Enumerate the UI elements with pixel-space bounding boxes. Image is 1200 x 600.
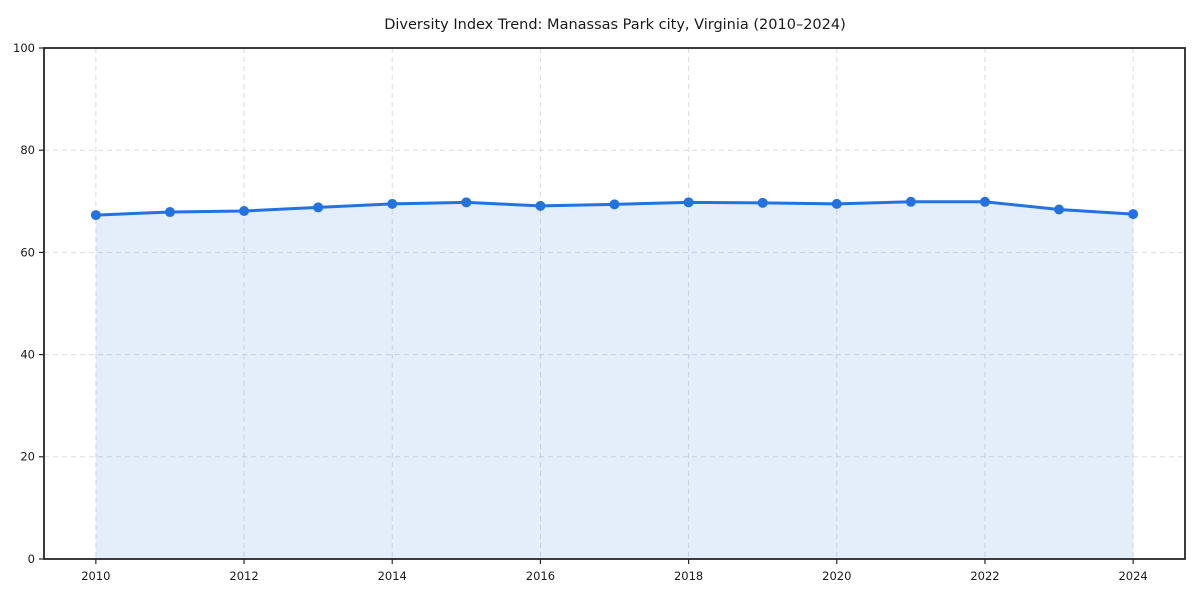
data-point-2012 <box>239 206 250 217</box>
data-point-2011 <box>164 207 175 218</box>
y-tick-label: 100 <box>13 41 35 55</box>
x-tick-label: 2012 <box>229 569 258 583</box>
data-point-2024 <box>1128 209 1139 220</box>
plot-border <box>43 47 1186 560</box>
data-point-2013 <box>313 202 324 213</box>
x-tick-label: 2022 <box>970 569 999 583</box>
x-tick-label: 2020 <box>822 569 851 583</box>
chart-title: Diversity Index Trend: Manassas Park cit… <box>384 17 846 33</box>
axes-layer: 0 20 40 60 80 100 2010 2012 2014 2016 2018 2020 2022… <box>13 41 1186 583</box>
data-point-2017 <box>609 199 620 210</box>
gridlines <box>44 48 1185 559</box>
x-tick-label: 2018 <box>674 569 703 583</box>
data-point-2014 <box>387 198 398 209</box>
y-tick-label: 60 <box>20 245 35 259</box>
data-point-2022 <box>979 196 990 207</box>
data-point-2016 <box>535 200 546 211</box>
data-point-2015 <box>461 197 472 208</box>
data-point-2021 <box>905 196 916 207</box>
area-fill <box>95 201 1134 559</box>
x-tick-label: 2016 <box>526 569 555 583</box>
data-points-layer <box>90 196 1139 221</box>
data-point-2010 <box>90 210 101 221</box>
data-point-2019 <box>757 197 768 208</box>
data-point-2018 <box>683 197 694 208</box>
data-point-2020 <box>831 198 842 209</box>
area-fill-layer <box>95 201 1134 559</box>
data-point-2023 <box>1054 204 1065 215</box>
x-tick-label: 2014 <box>378 569 407 583</box>
y-tick-label: 40 <box>20 348 35 362</box>
x-tick-label: 2010 <box>81 569 110 583</box>
y-tick-label: 80 <box>20 143 35 157</box>
y-tick-label: 20 <box>20 450 35 464</box>
y-tick-label: 0 <box>28 552 35 566</box>
x-tick-label: 2024 <box>1118 569 1147 583</box>
